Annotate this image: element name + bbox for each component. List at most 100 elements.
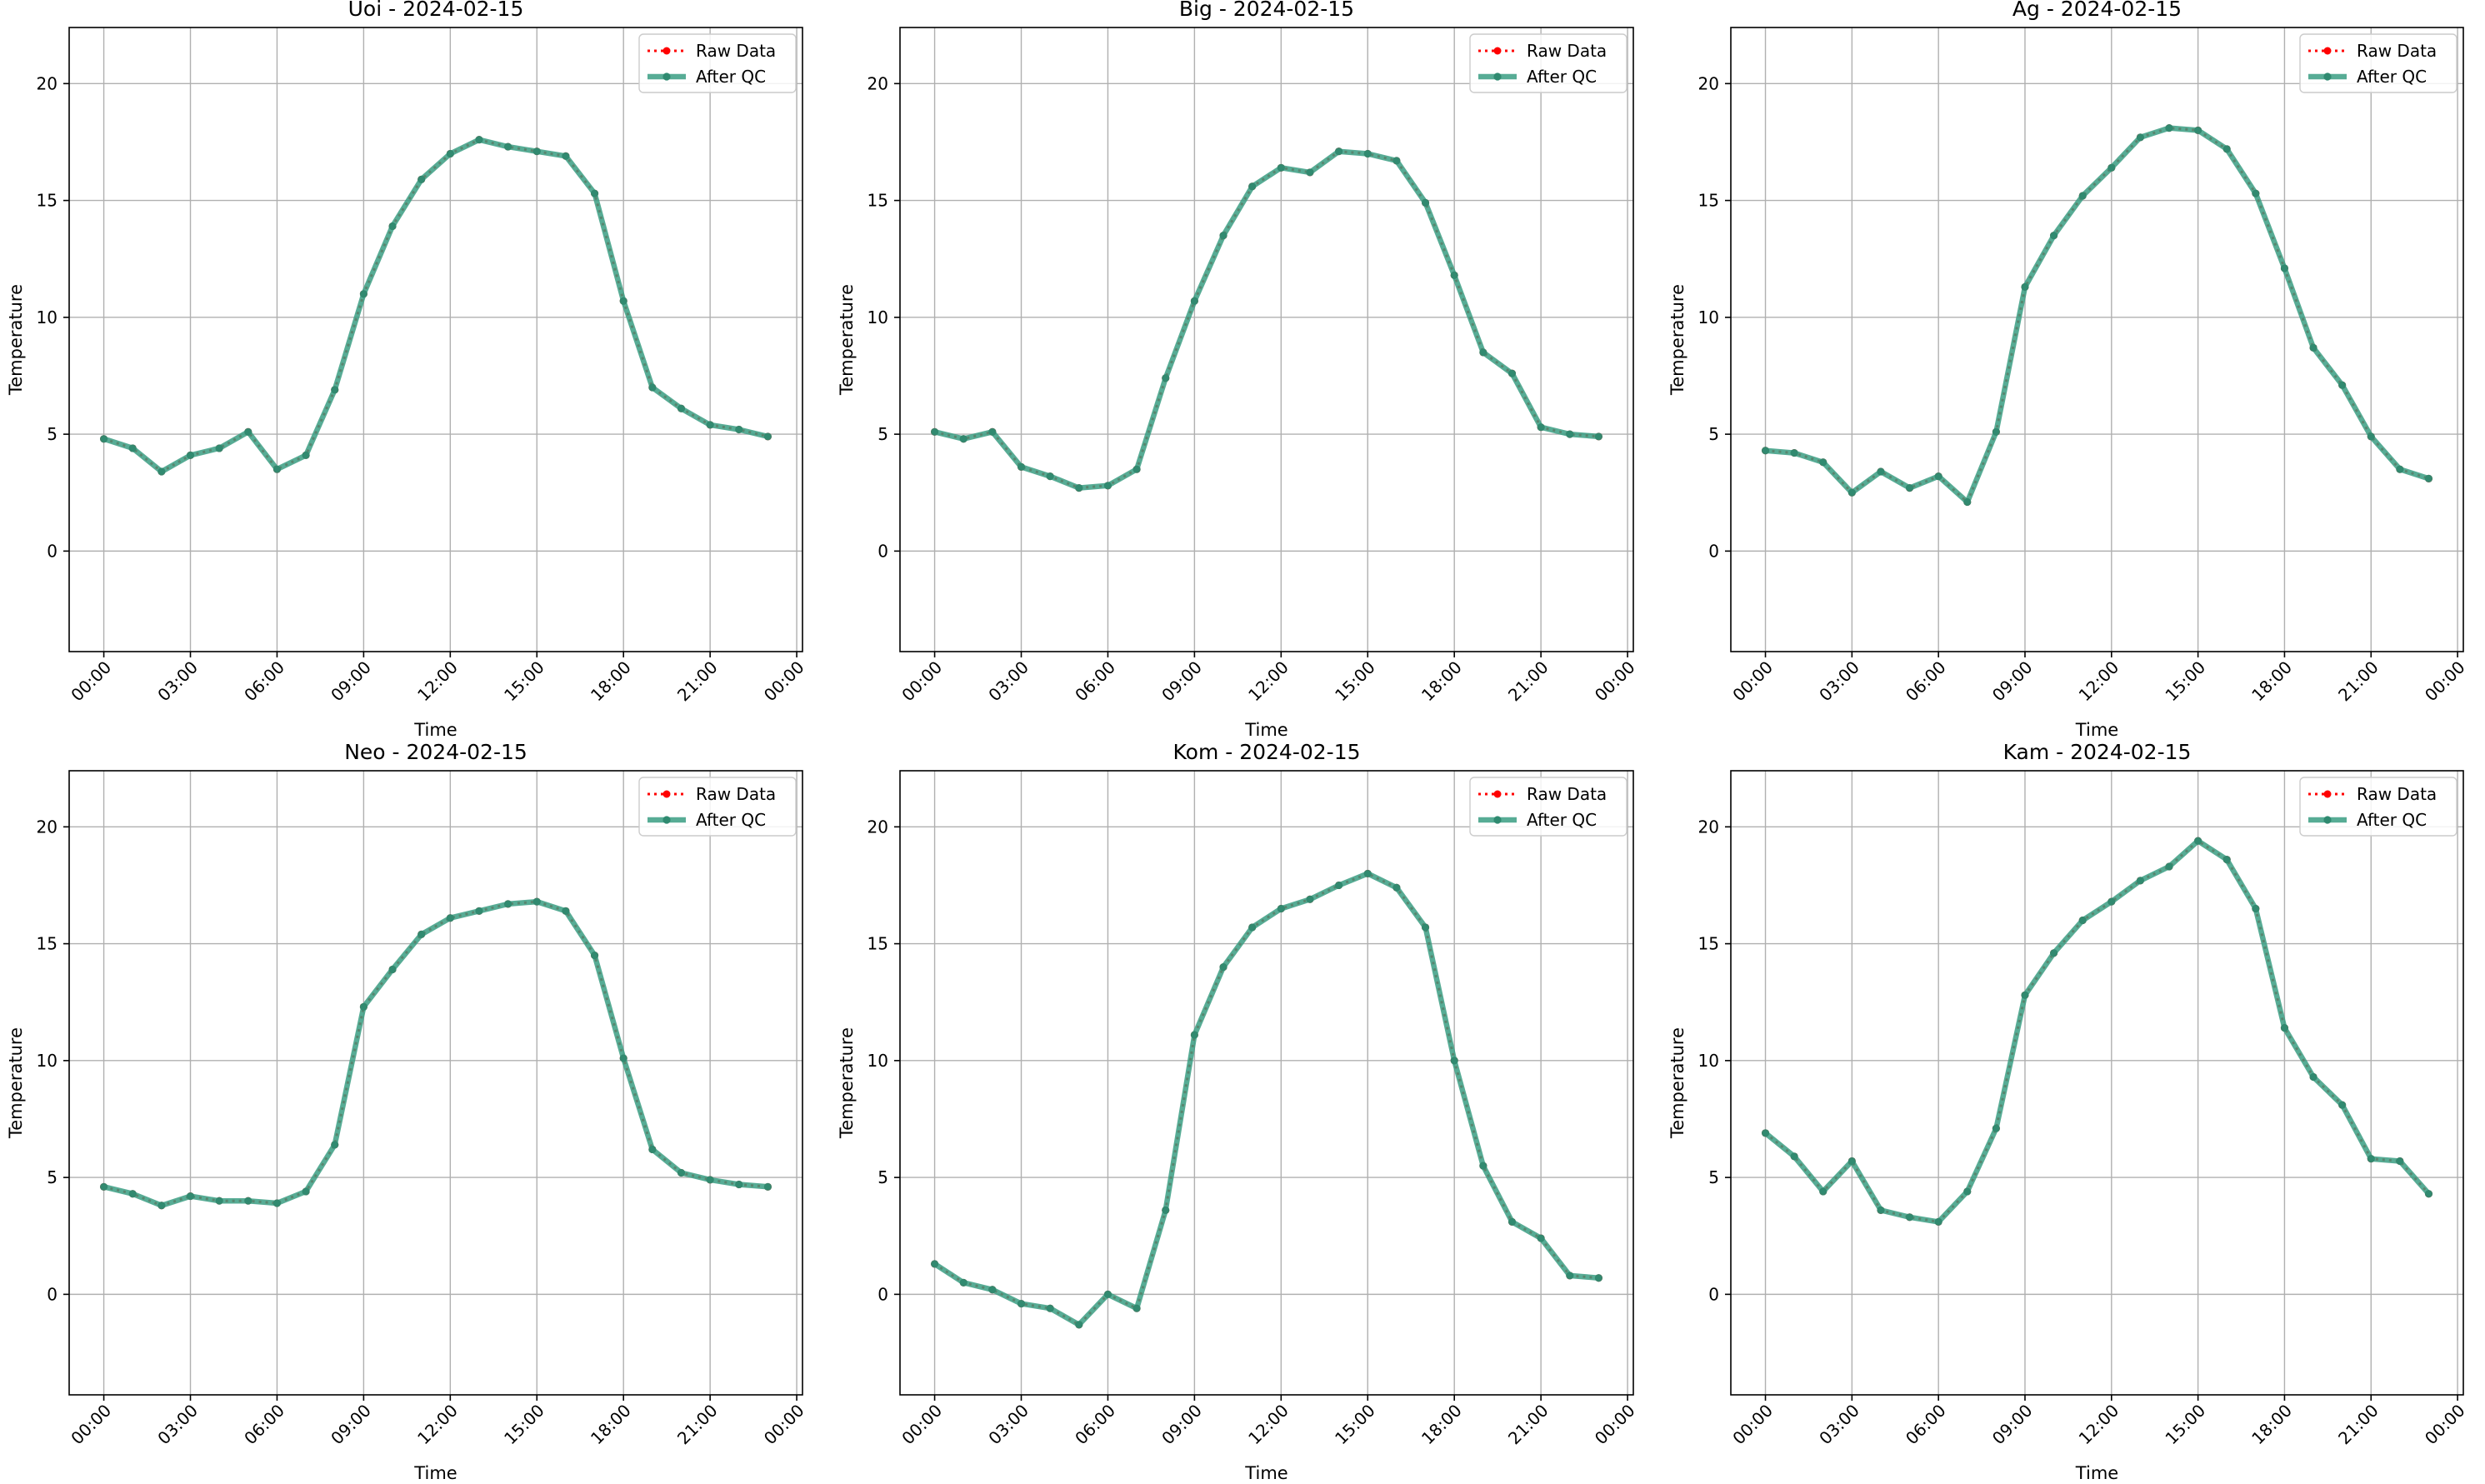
after-qc-point (1761, 1129, 1770, 1137)
y-axis-label: Temperature (1668, 1027, 1688, 1139)
after-qc-point (1363, 869, 1372, 878)
after-qc-point (1992, 427, 2000, 436)
y-tick-label: 5 (878, 424, 888, 444)
after-qc-point (2108, 163, 2116, 172)
y-tick-label: 20 (1698, 73, 1719, 93)
x-tick-label: 15:00 (2161, 1401, 2209, 1449)
after-qc-line (101, 898, 771, 1209)
after-qc-point (590, 189, 599, 197)
y-axis-label: Temperature (837, 1027, 857, 1139)
y-tick-label: 5 (47, 1167, 58, 1187)
x-axis-label: Time (2075, 1463, 2118, 1483)
x-tick-label: 21:00 (673, 1401, 722, 1449)
after-qc-point (2367, 1155, 2375, 1163)
x-axis-label: Time (1244, 1463, 1288, 1483)
after-qc-point (2396, 465, 2404, 473)
x-tick-label: 03:00 (984, 657, 1032, 706)
after-qc-point (1103, 1290, 1112, 1298)
after-qc-point (2252, 904, 2260, 913)
after-qc-point (1905, 1213, 1914, 1222)
chart-title: Uoi - 2024-02-15 (348, 0, 524, 21)
after-qc-point (1761, 447, 1770, 455)
after-qc-point (1790, 448, 1798, 457)
chart-panel: 0 5 10 15 20 00:00 03:00 06:00 09:00 12:00 15:00 18… (837, 0, 1639, 740)
x-tick-label: 12:00 (413, 657, 462, 706)
after-qc-point (2424, 1190, 2433, 1198)
y-tick-label: 5 (1708, 1167, 1719, 1187)
y-axis-label: Temperature (6, 284, 26, 396)
after-qc-line (1762, 125, 2432, 505)
y-tick-label: 20 (37, 73, 58, 93)
x-tick-label: 15:00 (500, 657, 548, 706)
after-qc-point (1537, 423, 1545, 432)
y-axis-label: Temperature (1668, 284, 1688, 396)
after-qc-point (1905, 484, 1914, 492)
after-qc-point (2280, 264, 2289, 272)
after-qc-line (932, 871, 1602, 1328)
x-tick-label: 18:00 (1418, 1401, 1466, 1449)
after-qc-point (1219, 963, 1228, 972)
after-qc-point (1075, 1321, 1083, 1329)
legend-label-qc: After QC (2357, 810, 2427, 830)
after-qc-line (101, 137, 771, 475)
legend-label-qc: After QC (696, 67, 766, 87)
after-qc-point (1594, 432, 1603, 441)
after-qc-point (418, 175, 426, 183)
after-qc-point (1790, 1152, 1798, 1161)
after-qc-point (2367, 432, 2375, 441)
legend-label-raw: Raw Data (2357, 784, 2437, 804)
after-qc-point (1335, 881, 1343, 890)
legend-raw-marker (1493, 790, 1502, 798)
after-qc-line (932, 148, 1602, 491)
after-qc-point (1017, 1299, 1026, 1308)
after-qc-point (1190, 1031, 1198, 1039)
after-qc-point (2338, 1101, 2347, 1109)
chart-title: Neo - 2024-02-15 (344, 740, 528, 764)
after-qc-point (1819, 1187, 1828, 1196)
after-qc-point (763, 432, 772, 441)
legend: Raw Data After QC (2299, 33, 2458, 93)
after-qc-point (2136, 877, 2145, 885)
legend-qc-marker (2323, 816, 2332, 824)
axes-frame (68, 27, 803, 652)
after-qc-point (388, 965, 397, 974)
y-tick-label: 15 (1698, 191, 1719, 211)
y-tick-label: 10 (868, 1051, 888, 1071)
after-qc-point (1132, 465, 1141, 473)
after-qc-point (532, 897, 541, 906)
legend-raw-marker (662, 790, 671, 798)
x-axis-label: Time (413, 1463, 457, 1483)
after-qc-point (2338, 381, 2347, 389)
after-qc-point (1479, 348, 1488, 357)
y-tick-label: 0 (47, 1284, 58, 1304)
x-tick-label: 06:00 (1902, 1401, 1950, 1449)
legend-label-raw: Raw Data (2357, 41, 2437, 61)
x-tick-label: 03:00 (984, 1401, 1032, 1449)
after-qc-point (2280, 1023, 2289, 1032)
after-qc-point (215, 1197, 223, 1205)
legend: Raw Data After QC (1469, 33, 1628, 93)
after-qc-point (1103, 482, 1112, 490)
after-qc-point (1819, 458, 1828, 467)
after-qc-point (1934, 472, 1942, 481)
after-qc-point (763, 1182, 772, 1191)
x-tick-label: 18:00 (2248, 1401, 2296, 1449)
after-qc-point (1508, 1217, 1517, 1227)
legend-qc-marker (1493, 816, 1502, 824)
x-tick-label: 06:00 (1071, 657, 1119, 706)
after-qc-point (128, 1190, 137, 1198)
after-qc-point (1421, 923, 1430, 932)
y-axis-label: Temperature (6, 1027, 26, 1139)
after-qc-point (418, 930, 426, 938)
chart-title: Ag - 2024-02-15 (2012, 0, 2182, 21)
after-qc-point (272, 1199, 282, 1207)
x-tick-label: 00:00 (67, 657, 115, 706)
x-tick-label: 00:00 (67, 1401, 115, 1449)
after-qc-point (244, 427, 252, 436)
after-qc-point (735, 1180, 743, 1189)
x-tick-label: 00:00 (1591, 657, 1639, 706)
x-tick-label: 00:00 (2421, 657, 2469, 706)
after-qc-point (2021, 991, 2029, 999)
after-qc-point (2165, 862, 2173, 871)
after-qc-point (1566, 1272, 1574, 1280)
